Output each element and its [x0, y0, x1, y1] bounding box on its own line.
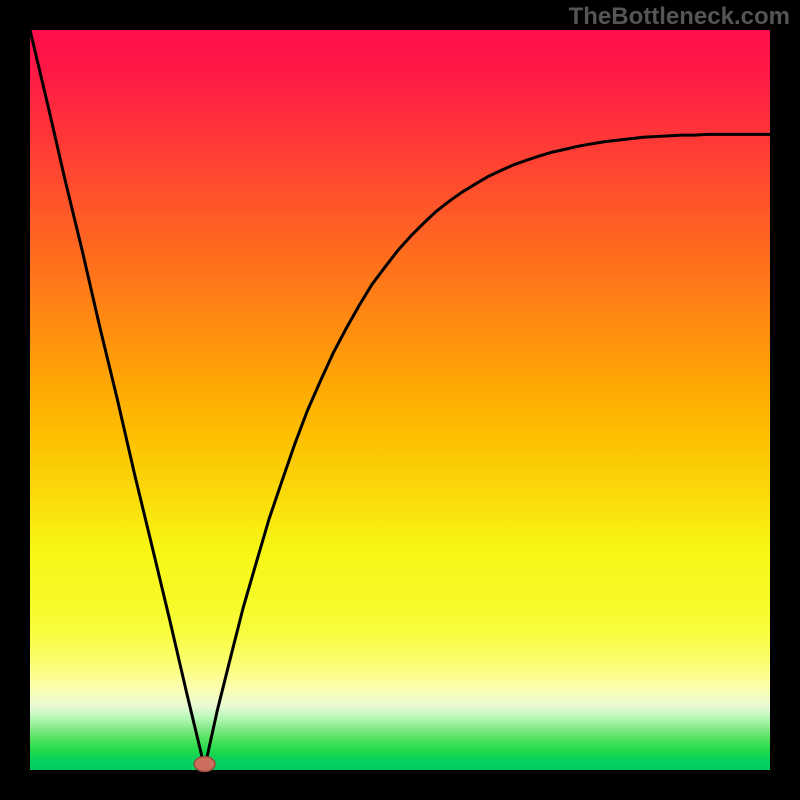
- bottleneck-chart: [0, 0, 800, 800]
- chart-frame: TheBottleneck.com: [0, 0, 800, 800]
- chart-background: [30, 30, 770, 770]
- optimum-marker: [194, 757, 215, 772]
- watermark-text: TheBottleneck.com: [569, 3, 790, 31]
